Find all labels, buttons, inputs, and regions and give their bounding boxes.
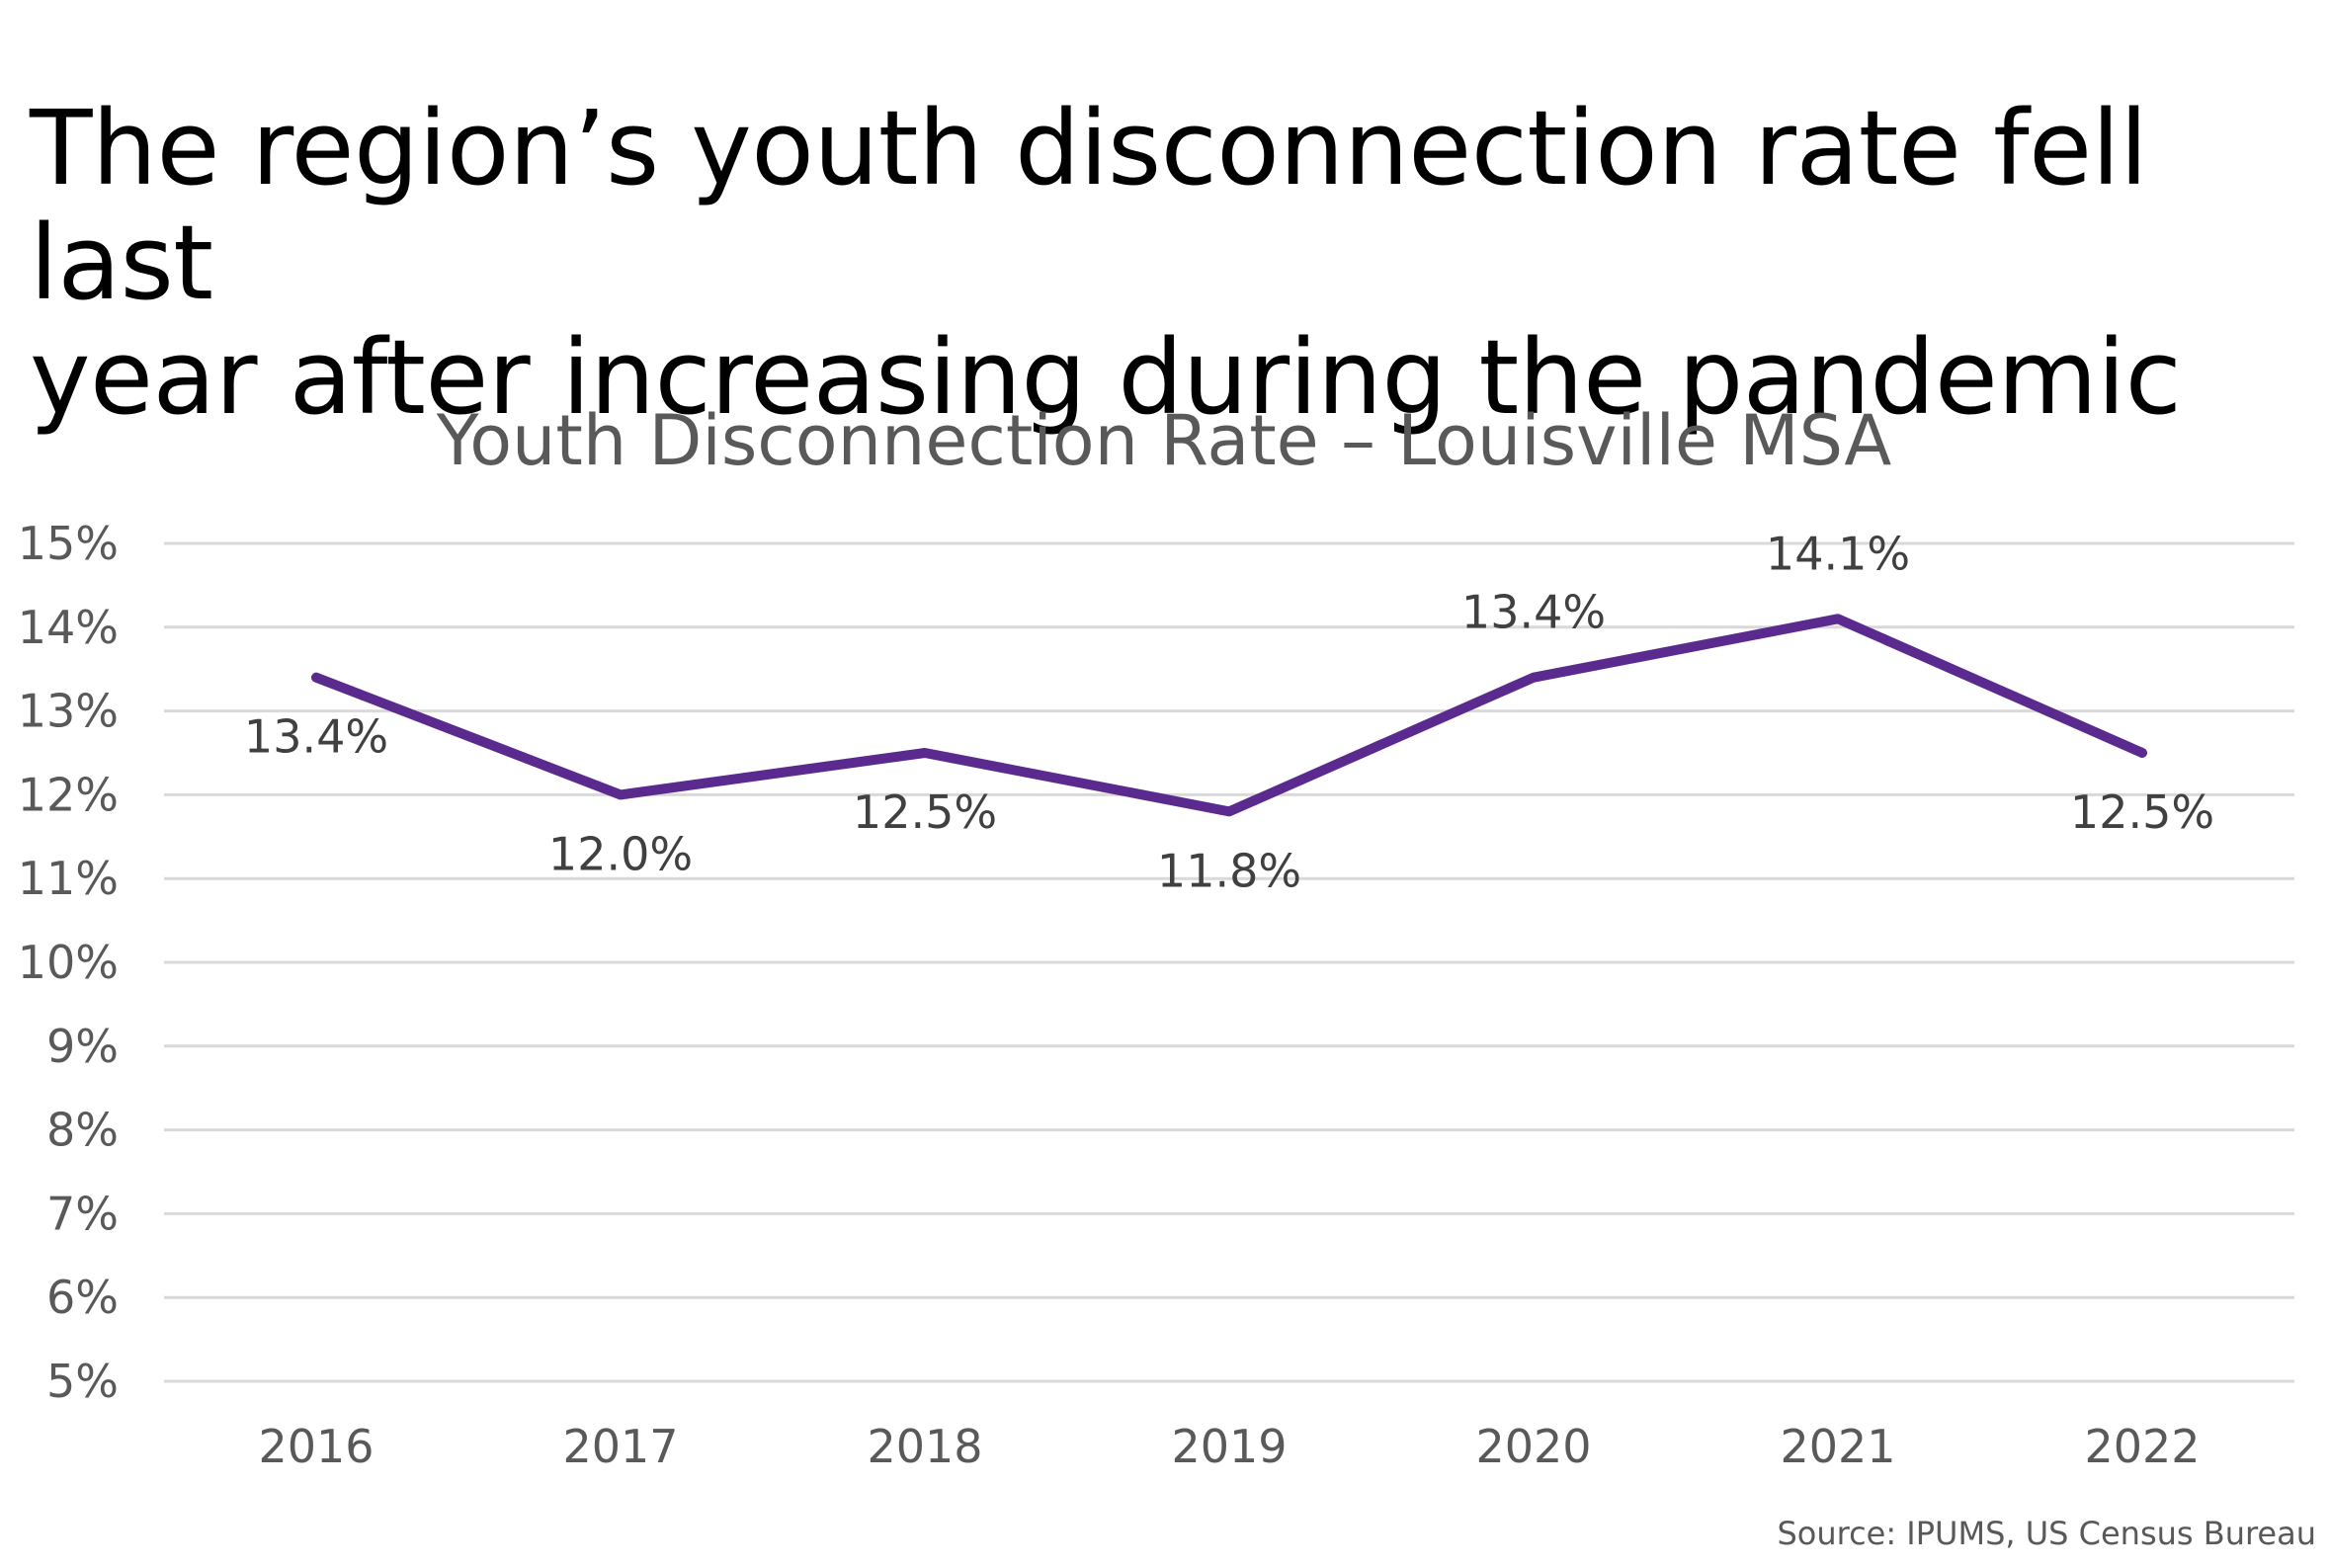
data-label: 14.1% [1766,527,1910,580]
y-tick-label: 13% [18,685,119,738]
y-tick-label: 11% [18,852,119,905]
x-tick-label: 2021 [1780,1420,1895,1473]
chart-title: Youth Disconnection Rate – Louisville MS… [436,400,1892,481]
data-labels: 13.4% 12.0% 12.5% 11.8% 13.4% 14.1% 12.5% [244,527,2214,897]
x-tick-label: 2020 [1475,1420,1591,1473]
y-tick-label: 8% [46,1104,119,1157]
x-tick-label: 2016 [258,1420,374,1473]
data-label: 12.5% [2070,785,2214,839]
y-tick-label: 15% [18,517,119,570]
x-tick-label: 2017 [562,1420,678,1473]
data-label: 13.4% [244,710,388,764]
x-tick-label: 2018 [867,1420,982,1473]
y-tick-label: 9% [46,1020,119,1073]
x-tick-label: 2022 [2084,1420,2200,1473]
y-tick-label: 5% [46,1355,119,1408]
y-tick-label: 12% [18,768,119,821]
y-tick-label: 10% [18,936,119,989]
headline-line-2: year after increasing during the pandemi… [30,317,2182,438]
gridlines [164,541,2294,1383]
data-label: 12.0% [548,827,693,880]
source-note: Source: IPUMS, US Census Bureau [1777,1515,2316,1552]
data-label: 11.8% [1157,844,1301,897]
series-line [311,614,2147,817]
series-line-group [311,614,2147,817]
y-axis-ticks: 5% 6% 7% 8% 9% 10% 11% 12% 13% 14% 15% [18,517,119,1408]
y-tick-label: 6% [46,1271,119,1324]
data-label: 13.4% [1461,586,1606,639]
y-tick-label: 14% [18,601,119,654]
y-tick-label: 7% [46,1187,119,1240]
headline-line-1: The region’s youth disconnection rate fe… [30,88,2148,323]
data-label: 12.5% [853,785,997,839]
headline: The region’s youth disconnection rate fe… [30,91,2302,435]
x-axis-ticks: 2016 2017 2018 2019 2020 2021 2022 [258,1420,2200,1473]
x-tick-label: 2019 [1171,1420,1287,1473]
